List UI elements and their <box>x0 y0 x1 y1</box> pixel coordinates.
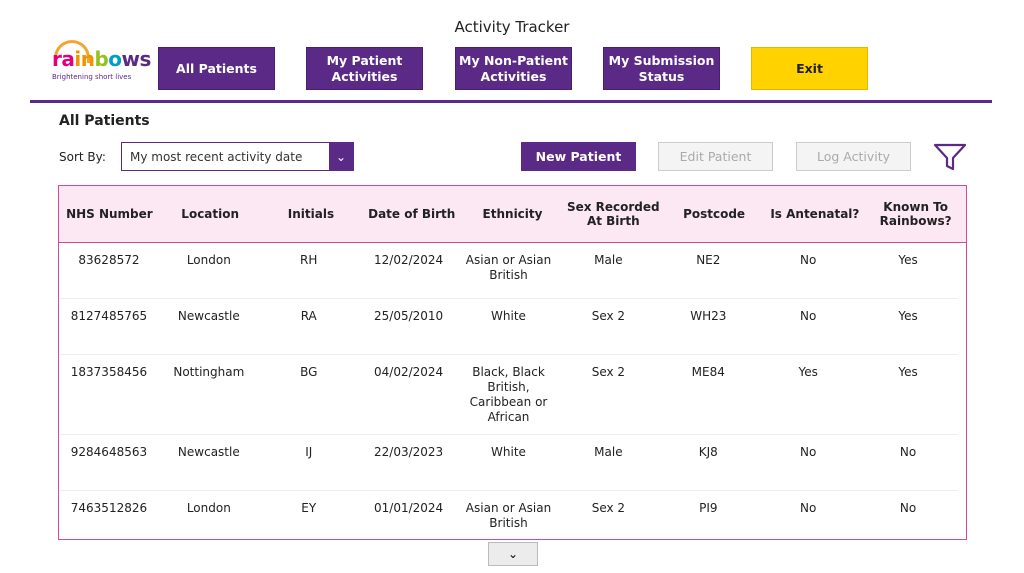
table-cell: 12/02/2024 <box>374 253 444 267</box>
scroll-down-button[interactable]: ⌄ <box>488 542 538 566</box>
column-header[interactable]: Ethnicity <box>482 207 543 221</box>
table-row[interactable]: 83628572 London RH 12/02/2024 Asian or Asian… <box>59 243 958 299</box>
rainbows-logo: rainbows Brightening short lives <box>50 40 151 86</box>
table-cell: Male <box>594 445 623 459</box>
table-cell: London <box>186 501 231 515</box>
nav-my-submission-status[interactable]: My Submission Status <box>603 47 720 90</box>
table-row[interactable]: 7463512826 London EY 01/01/2024 Asian or Asi… <box>59 491 958 539</box>
column-header[interactable]: NHS Number <box>66 207 153 221</box>
table-cell: White <box>491 309 526 323</box>
column-header[interactable]: Known To Rainbows? <box>879 200 952 228</box>
nav-all-patients[interactable]: All Patients <box>158 47 275 90</box>
table-cell: 25/05/2010 <box>374 309 444 323</box>
table-cell: Yes <box>898 309 918 323</box>
table-cell: Sex 2 <box>591 309 626 323</box>
table-row[interactable]: 9284648563 Newcastle IJ 22/03/2023 White Male… <box>59 435 958 491</box>
chevron-down-icon[interactable]: ⌄ <box>329 143 353 170</box>
table-cell: IJ <box>305 445 313 459</box>
table-cell: Yes <box>898 365 918 379</box>
column-header[interactable]: Initials <box>287 207 335 221</box>
table-cell: KJ8 <box>698 445 718 459</box>
column-header[interactable]: Is Antenatal? <box>770 207 860 221</box>
nav-my-non-patient-activities[interactable]: My Non-Patient Activities <box>455 47 572 90</box>
table-cell: 22/03/2023 <box>374 445 444 459</box>
table-cell: Nottingham <box>173 365 245 379</box>
table-cell: Black, Black British, Caribbean or Afric… <box>469 365 548 424</box>
table-cell: 01/01/2024 <box>374 501 444 515</box>
exit-button[interactable]: Exit <box>751 47 868 90</box>
table-cell: Male <box>594 253 623 267</box>
table-cell: NE2 <box>696 253 721 267</box>
table-cell: No <box>800 309 817 323</box>
table-cell: No <box>800 445 817 459</box>
sort-dropdown[interactable]: My most recent activity date ⌄ <box>121 142 354 171</box>
table-cell: 04/02/2024 <box>374 365 444 379</box>
rainbow-arc-icon <box>54 40 90 63</box>
table-header: NHS Number Location Initials Date of Birth E… <box>59 186 966 243</box>
table-cell: White <box>491 445 526 459</box>
table-cell: WH23 <box>690 309 727 323</box>
table-cell: Asian or Asian British <box>465 253 552 282</box>
table-cell: No <box>899 501 917 515</box>
table-cell: EY <box>301 501 317 515</box>
table-cell: Yes <box>898 253 918 267</box>
patients-table: NHS Number Location Initials Date of Birth E… <box>58 185 967 540</box>
table-row[interactable]: 8127485765 Newcastle RA 25/05/2010 White Sex … <box>59 299 958 355</box>
table-cell: RH <box>300 253 318 267</box>
table-cell: BG <box>300 365 318 379</box>
logo-tagline: Brightening short lives <box>52 73 132 81</box>
table-cell: No <box>899 445 917 459</box>
section-title: All Patients <box>59 113 150 129</box>
table-cell: RA <box>300 309 317 323</box>
table-cell: PI9 <box>699 501 718 515</box>
table-cell: 83628572 <box>78 253 140 267</box>
table-cell: 8127485765 <box>70 309 148 323</box>
edit-patient-button[interactable]: Edit Patient <box>658 142 773 171</box>
sort-value: My most recent activity date <box>130 149 303 164</box>
column-header[interactable]: Date of Birth <box>368 207 456 221</box>
divider <box>30 100 992 103</box>
table-cell: Yes <box>798 365 818 379</box>
table-cell: Newcastle <box>177 445 240 459</box>
filter-icon[interactable] <box>933 142 967 172</box>
table-cell: London <box>186 253 231 267</box>
table-cell: No <box>800 253 817 267</box>
table-cell: Sex 2 <box>591 365 626 379</box>
table-cell: No <box>800 501 817 515</box>
log-activity-button[interactable]: Log Activity <box>796 142 911 171</box>
table-cell: Sex 2 <box>591 501 626 515</box>
table-cell: 9284648563 <box>70 445 148 459</box>
table-cell: 1837358456 <box>70 365 148 379</box>
logo-wordmark: rainbows <box>52 47 151 71</box>
sort-label: Sort By: <box>59 150 106 164</box>
table-cell: 7463512826 <box>70 501 148 515</box>
new-patient-button[interactable]: New Patient <box>521 142 636 171</box>
nav-my-patient-activities[interactable]: My Patient Activities <box>306 47 423 90</box>
table-body: 83628572 London RH 12/02/2024 Asian or Asian… <box>59 243 966 539</box>
table-cell: Asian or Asian British <box>465 501 552 530</box>
column-header[interactable]: Postcode <box>683 207 746 221</box>
table-cell: ME84 <box>691 365 725 379</box>
table-cell: Newcastle <box>177 309 240 323</box>
column-header[interactable]: Sex Recorded At Birth <box>566 200 660 228</box>
column-header[interactable]: Location <box>181 207 240 221</box>
table-row[interactable]: 1837358456 Nottingham BG 04/02/2024 Black, B… <box>59 355 958 435</box>
chevron-down-icon: ⌄ <box>507 547 519 561</box>
app-title: Activity Tracker <box>454 18 570 36</box>
